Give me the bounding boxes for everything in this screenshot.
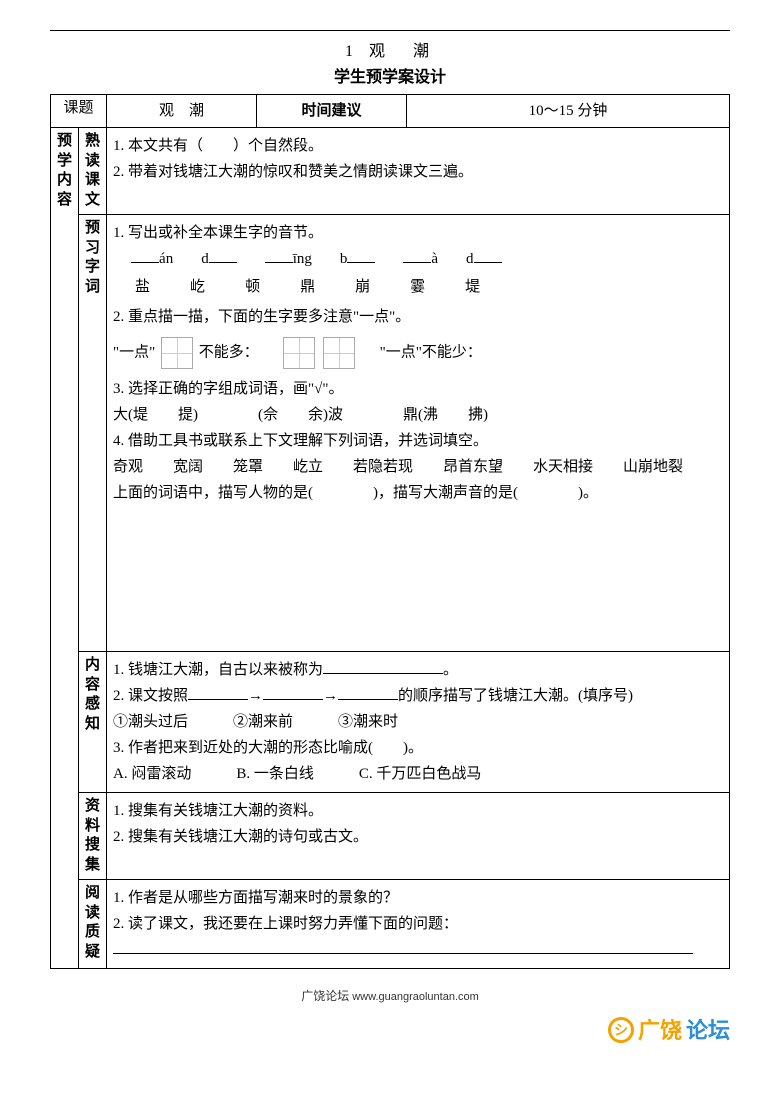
logo-text-2: 论坛 bbox=[686, 1013, 730, 1048]
sec5-content: 1. 作者是从哪些方面描写潮来时的景象的？ 2. 读了课文，我还要在上课时努力弄… bbox=[107, 880, 730, 969]
hdr-time-value: 10～15 分钟 bbox=[407, 95, 730, 128]
top-rule bbox=[50, 30, 730, 31]
sec4-l2: 2. 搜集有关钱塘江大潮的诗句或古文。 bbox=[113, 825, 723, 849]
char-0: 盐 bbox=[135, 275, 150, 299]
logo-wrap: シ 广饶论坛 bbox=[50, 1013, 730, 1048]
char-box-icon bbox=[161, 337, 193, 369]
sec2-l4: 4. 借助工具书或联系上下文理解下列词语，并选词填空。 bbox=[113, 429, 723, 453]
sec3-l1a: 1. 钱塘江大潮，自古以来被称为 bbox=[113, 662, 323, 678]
sec5-blank bbox=[113, 938, 723, 962]
footer-site: 广饶论坛 bbox=[301, 989, 349, 1003]
sec4-label: 资料搜集 bbox=[79, 793, 107, 880]
tip-b: "一点"不能少： bbox=[380, 345, 482, 361]
sec3-opts: ①潮头过后 ②潮来前 ③潮来时 bbox=[113, 710, 723, 734]
logo-text-1: 广饶 bbox=[638, 1013, 682, 1048]
sec3-l2a: 2. 课文按照 bbox=[113, 688, 188, 704]
sec5-label-text: 阅读质疑 bbox=[85, 885, 100, 960]
section-read: 预学内容 熟读课文 1. 本文共有（ ）个自然段。 2. 带着对钱塘江大潮的惊叹… bbox=[51, 128, 730, 215]
worksheet-table: 课题 观 潮 时间建议 10～15 分钟 预学内容 熟读课文 1. 本文共有（ … bbox=[50, 94, 730, 969]
section-research: 资料搜集 1. 搜集有关钱塘江大潮的资料。 2. 搜集有关钱塘江大潮的诗句或古文… bbox=[51, 793, 730, 880]
section-question: 阅读质疑 1. 作者是从哪些方面描写潮来时的景象的？ 2. 读了课文，我还要在上… bbox=[51, 880, 730, 969]
sec2-label-text: 预习字词 bbox=[85, 220, 100, 295]
char-6: 堤 bbox=[465, 275, 480, 299]
sec3-content: 1. 钱塘江大潮，自古以来被称为 。 2. 课文按照→→的顺序描写了钱塘江大潮。(… bbox=[107, 652, 730, 793]
sec2-words: 奇观 宽阔 笼罩 屹立 若隐若现 昂首东望 水天相接 山崩地裂 bbox=[113, 455, 723, 479]
pinyin-0: án bbox=[131, 247, 173, 271]
sec2-l1: 1. 写出或补全本课生字的音节。 bbox=[113, 221, 723, 245]
char-5: 霎 bbox=[410, 275, 425, 299]
char-4: 崩 bbox=[355, 275, 370, 299]
sec2-content: 1. 写出或补全本课生字的音节。 án d īng b à d 盐 屹 顿 鼎 … bbox=[107, 215, 730, 652]
sec1-l2: 2. 带着对钱塘江大潮的惊叹和赞美之情朗读课文三遍。 bbox=[113, 160, 723, 184]
sec3-l1b: 。 bbox=[443, 662, 458, 678]
pinyin-4: à bbox=[403, 247, 438, 271]
sec4-content: 1. 搜集有关钱塘江大潮的资料。 2. 搜集有关钱塘江大潮的诗句或古文。 bbox=[107, 793, 730, 880]
sec3-label: 内容感知 bbox=[79, 652, 107, 793]
title-area: 1 观 潮 学生预学案设计 bbox=[50, 39, 730, 90]
sec3-l3: 3. 作者把来到近处的大潮的形态比喻成( )。 bbox=[113, 736, 723, 760]
sec5-l2: 2. 读了课文，我还要在上课时努力弄懂下面的问题： bbox=[113, 912, 723, 936]
char-1: 屹 bbox=[190, 275, 205, 299]
sec3-l2: 2. 课文按照→→的顺序描写了钱塘江大潮。(填序号) bbox=[113, 684, 723, 708]
pinyin-row: án d īng b à d bbox=[131, 247, 723, 271]
sec5-l1: 1. 作者是从哪些方面描写潮来时的景象的？ bbox=[113, 886, 723, 910]
tip-a2: 不能多： bbox=[199, 345, 259, 361]
hdr-topic-value: 观 潮 bbox=[107, 95, 257, 128]
footer-url: www.guangraoluntan.com bbox=[352, 991, 479, 1003]
lesson-name: 观 潮 bbox=[369, 43, 435, 60]
header-row: 课题 观 潮 时间建议 10～15 分钟 bbox=[51, 95, 730, 128]
sub-title: 学生预学案设计 bbox=[50, 65, 730, 91]
section-words: 预习字词 1. 写出或补全本课生字的音节。 án d īng b à d 盐 屹… bbox=[51, 215, 730, 652]
sec2-boxes: "一点" 不能多： "一点"不能少： bbox=[113, 337, 723, 369]
footer: 广饶论坛 www.guangraoluntan.com bbox=[50, 987, 730, 1007]
lesson-number: 1 bbox=[345, 43, 359, 60]
sec3-choices: A. 闷雷滚动 B. 一条白线 C. 千万匹白色战马 bbox=[113, 762, 723, 786]
char-2: 顿 bbox=[245, 275, 260, 299]
sec1-content: 1. 本文共有（ ）个自然段。 2. 带着对钱塘江大潮的惊叹和赞美之情朗读课文三… bbox=[107, 128, 730, 215]
sec5-label: 阅读质疑 bbox=[79, 880, 107, 969]
section-content: 内容感知 1. 钱塘江大潮，自古以来被称为 。 2. 课文按照→→的顺序描写了钱塘… bbox=[51, 652, 730, 793]
pinyin-2: īng bbox=[265, 247, 312, 271]
char-box-icon bbox=[283, 337, 315, 369]
char-3: 鼎 bbox=[300, 275, 315, 299]
sec1-label-text: 熟读课文 bbox=[85, 133, 100, 208]
side-label: 预学内容 bbox=[51, 128, 79, 969]
sec2-label: 预习字词 bbox=[79, 215, 107, 652]
pinyin-3: b bbox=[340, 247, 376, 271]
hdr-topic-label: 课题 bbox=[51, 95, 107, 128]
sec4-label-text: 资料搜集 bbox=[85, 798, 100, 873]
char-row: 盐 屹 顿 鼎 崩 霎 堤 bbox=[135, 275, 723, 299]
char-box-icon bbox=[323, 337, 355, 369]
lesson-title: 1 观 潮 bbox=[50, 39, 730, 65]
sec2-l2: 2. 重点描一描，下面的生字要多注意"一点"。 bbox=[113, 305, 723, 329]
sec2-l3: 3. 选择正确的字组成词语，画"√"。 bbox=[113, 377, 723, 401]
sec1-label: 熟读课文 bbox=[79, 128, 107, 215]
sec2-l5: 上面的词语中，描写人物的是( )，描写大潮声音的是( )。 bbox=[113, 481, 723, 505]
sec3-label-text: 内容感知 bbox=[85, 657, 100, 732]
sec1-l1: 1. 本文共有（ ）个自然段。 bbox=[113, 134, 723, 158]
pinyin-5: d bbox=[466, 247, 502, 271]
tip-a: "一点" bbox=[113, 345, 155, 361]
hdr-time-label: 时间建议 bbox=[257, 95, 407, 128]
side-label-text: 预学内容 bbox=[57, 133, 72, 208]
pinyin-1: d bbox=[201, 247, 237, 271]
sec3-l2b: 的顺序描写了钱塘江大潮。(填序号) bbox=[398, 688, 633, 704]
site-logo: シ 广饶论坛 bbox=[608, 1013, 730, 1048]
sec4-l1: 1. 搜集有关钱塘江大潮的资料。 bbox=[113, 799, 723, 823]
sec3-l1: 1. 钱塘江大潮，自古以来被称为 。 bbox=[113, 658, 723, 682]
logo-icon: シ bbox=[608, 1017, 634, 1043]
blank-space bbox=[113, 507, 723, 647]
sec2-opts: 大(堤 提) (佘 余)波 鼎(沸 拂) bbox=[113, 403, 723, 427]
